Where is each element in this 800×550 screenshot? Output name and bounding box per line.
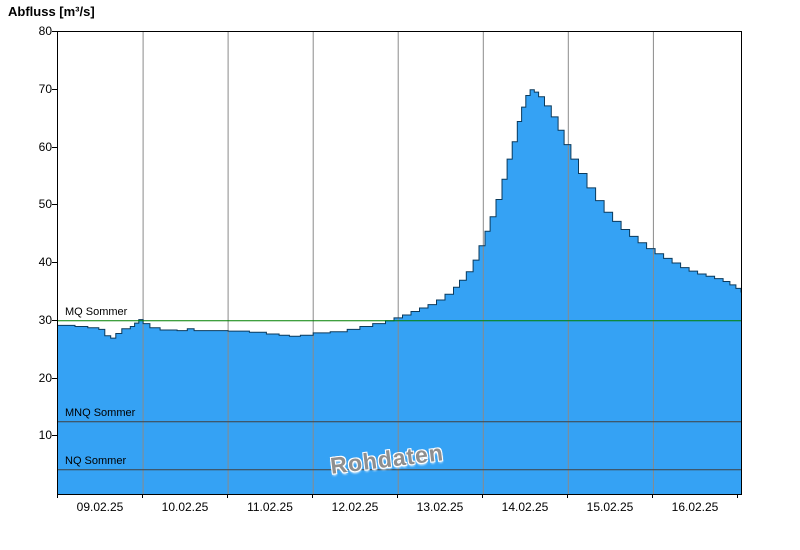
reference-line-label: NQ Sommer (65, 455, 127, 467)
x-axis-tick (312, 494, 313, 498)
y-axis-label: 40 (38, 255, 52, 269)
x-axis-tick (142, 494, 143, 498)
x-axis-tick (737, 494, 738, 498)
x-axis-tick (57, 494, 58, 498)
x-axis-label: 15.02.25 (586, 500, 634, 514)
y-axis-tick (52, 262, 57, 263)
y-axis-label: 50 (38, 197, 52, 211)
x-axis-label: 10.02.25 (161, 500, 209, 514)
x-axis-label: 12.02.25 (331, 500, 379, 514)
y-axis-label: 70 (38, 82, 52, 96)
discharge-chart-plot-area (57, 31, 742, 495)
y-axis-tick (52, 31, 57, 32)
reference-line-label: MQ Sommer (65, 306, 128, 318)
x-axis-label: 11.02.25 (247, 500, 293, 514)
chart-title: Abfluss [m³/s] (8, 4, 95, 19)
x-axis-label: 14.02.25 (501, 500, 549, 514)
x-axis-tick (482, 494, 483, 498)
y-axis-label: 30 (38, 313, 52, 327)
y-axis-tick (52, 147, 57, 148)
discharge-line (58, 89, 741, 339)
x-axis-label: 16.02.25 (671, 500, 719, 514)
y-axis-tick (52, 204, 57, 205)
x-axis-label: 09.02.25 (76, 500, 124, 514)
x-axis-tick (227, 494, 228, 498)
x-axis-label: 13.02.25 (416, 500, 464, 514)
y-axis-label: 10 (38, 428, 52, 442)
x-axis-tick (652, 494, 653, 498)
y-axis-tick (52, 378, 57, 379)
y-axis-label: 80 (38, 24, 52, 38)
y-axis-tick (52, 435, 57, 436)
y-axis-label: 20 (38, 371, 52, 385)
y-axis-label: 60 (38, 140, 52, 154)
y-axis-tick (52, 320, 57, 321)
y-axis-tick (52, 89, 57, 90)
x-axis-tick (397, 494, 398, 498)
reference-line-label: MNQ Sommer (65, 407, 136, 419)
x-axis-tick (567, 494, 568, 498)
discharge-area (58, 89, 741, 494)
